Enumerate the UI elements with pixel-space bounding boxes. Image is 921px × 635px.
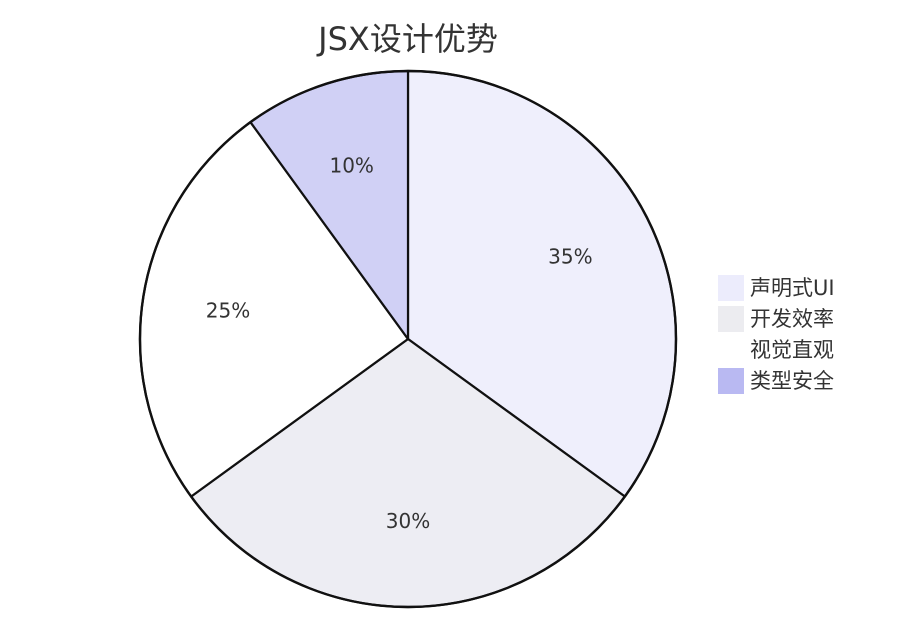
legend-swatch (718, 337, 744, 363)
legend-item: 开发效率 (718, 306, 834, 332)
legend-swatch (718, 275, 744, 301)
legend-label: 开发效率 (750, 307, 834, 331)
legend-label: 类型安全 (750, 369, 834, 393)
legend-item: 视觉直观 (718, 337, 834, 363)
slices-layer (138, 69, 678, 609)
legend-label: 视觉直观 (750, 338, 834, 362)
legend-swatch (718, 368, 744, 394)
slice-value-label: 10% (329, 154, 373, 178)
legend-item: 声明式UI (718, 275, 835, 301)
slice-value-label: 30% (386, 509, 430, 533)
legend-label: 声明式UI (750, 276, 835, 300)
slice-value-label: 35% (548, 244, 592, 268)
pie-outline (138, 69, 678, 609)
chart-title: JSX设计优势 (316, 20, 498, 58)
slice-labels-layer: 35% 30% 25% 10% (206, 154, 593, 534)
legend-item: 类型安全 (718, 368, 834, 394)
legend-swatch (718, 306, 744, 332)
slice-value-label: 25% (206, 299, 250, 323)
